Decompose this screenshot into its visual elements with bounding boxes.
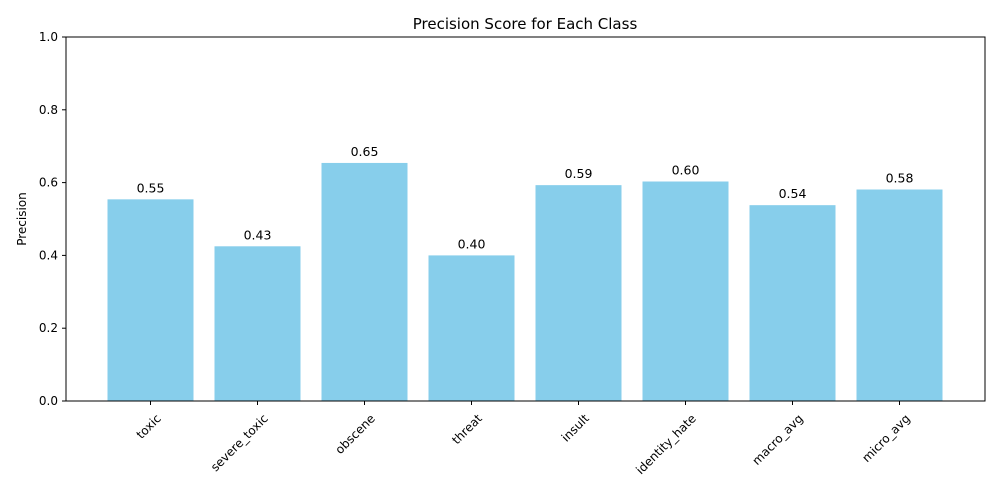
y-tick-label: 0.0	[39, 394, 58, 408]
data-label-obscene: 0.65	[351, 144, 379, 159]
y-tick-label: 0.2	[39, 321, 58, 335]
data-label-threat: 0.40	[458, 236, 486, 251]
bar-obscene	[321, 162, 408, 401]
data-label-insult: 0.59	[565, 166, 593, 181]
bar-toxic	[107, 199, 194, 401]
y-axis-label: Precision	[15, 192, 29, 246]
bar-severe_toxic	[214, 246, 301, 401]
bar-micro_avg	[856, 189, 943, 401]
data-label-identity_hate: 0.60	[672, 163, 700, 178]
x-tick-label: obscene	[332, 411, 377, 456]
data-label-micro_avg: 0.58	[886, 171, 914, 186]
data-label-severe_toxic: 0.43	[244, 227, 272, 242]
x-tick-label: micro_avg	[859, 411, 913, 465]
data-labels-group: 0.55 0.43 0.65 0.40 0.59 0.60 0.54 0.58	[137, 144, 914, 251]
x-tick-label: toxic	[134, 411, 164, 441]
y-tick-label: 0.8	[39, 103, 58, 117]
bar-threat	[428, 255, 515, 401]
bar-insult	[535, 185, 622, 401]
x-axis-ticks: toxic severe_toxic obscene threat insult iden…	[134, 401, 913, 477]
x-tick-label: macro_avg	[749, 411, 805, 467]
y-tick-label: 0.4	[39, 248, 58, 262]
y-axis-ticks: 0.0 0.2 0.4 0.6 0.8 1.0	[39, 30, 66, 408]
bars-group	[107, 162, 943, 401]
plot-area-frame	[65, 36, 986, 402]
y-tick-label: 1.0	[39, 30, 58, 44]
data-label-toxic: 0.55	[137, 180, 165, 195]
chart-title: Precision Score for Each Class	[413, 15, 638, 33]
x-tick-label: insult	[559, 411, 592, 444]
y-tick-label: 0.6	[39, 176, 58, 190]
data-label-macro_avg: 0.54	[779, 186, 807, 201]
bar-macro_avg	[749, 205, 836, 401]
x-tick-label: severe_toxic	[208, 411, 271, 474]
x-tick-label: threat	[449, 411, 485, 447]
bar-identity_hate	[642, 181, 729, 401]
x-tick-label: identity_hate	[633, 411, 699, 477]
